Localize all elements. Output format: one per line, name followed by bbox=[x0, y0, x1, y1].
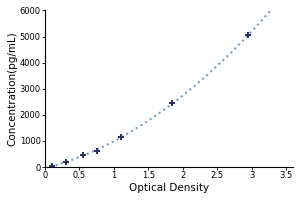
X-axis label: Optical Density: Optical Density bbox=[129, 183, 209, 193]
Y-axis label: Concentration(pg/mL): Concentration(pg/mL) bbox=[7, 31, 17, 146]
